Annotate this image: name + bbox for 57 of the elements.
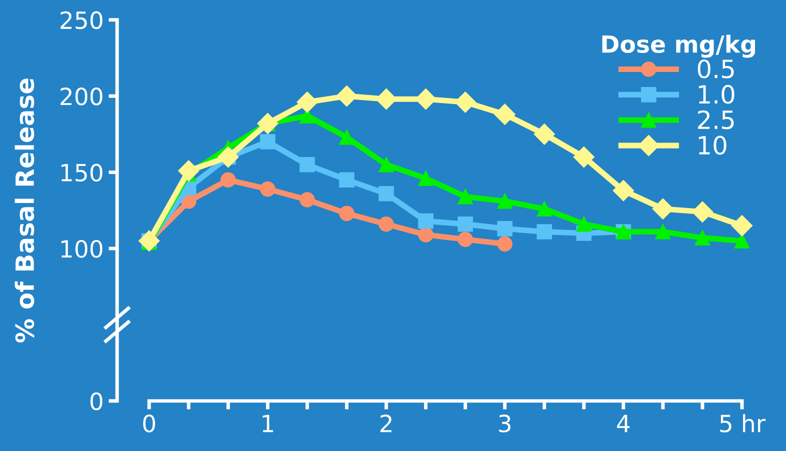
point xyxy=(378,186,394,202)
legend-label: 1.0 xyxy=(698,84,734,104)
point xyxy=(138,230,160,252)
point xyxy=(296,92,318,113)
point xyxy=(418,213,434,229)
legend-label: 2.5 xyxy=(698,110,734,130)
point xyxy=(339,130,354,145)
point xyxy=(218,146,239,168)
point xyxy=(497,236,512,252)
point xyxy=(339,206,354,222)
x-tick-label: 5 hr xyxy=(720,414,766,432)
x-tick-label: 4 xyxy=(617,414,630,432)
point xyxy=(534,124,555,145)
y-tick-label: 200 xyxy=(60,88,102,106)
point xyxy=(612,180,634,202)
point xyxy=(300,192,315,208)
point xyxy=(573,146,594,168)
legend-label: 10 xyxy=(698,136,726,155)
point xyxy=(652,198,674,220)
point xyxy=(731,215,752,236)
point xyxy=(494,104,516,125)
point xyxy=(336,86,358,107)
point xyxy=(458,232,473,247)
point xyxy=(300,157,315,172)
point xyxy=(655,224,671,240)
y-tick-label: 100 xyxy=(61,240,102,258)
point xyxy=(178,160,200,182)
point xyxy=(458,189,473,204)
point xyxy=(536,224,552,240)
point xyxy=(378,216,394,232)
y-tick-label: 150 xyxy=(61,164,102,182)
x-tick-label: 0 xyxy=(143,414,156,432)
x-tick-label: 3 xyxy=(499,414,510,432)
x-tick-label: 2 xyxy=(380,414,392,432)
point xyxy=(458,216,473,232)
y-tick-label: 0 xyxy=(90,392,102,410)
point xyxy=(497,221,512,236)
point xyxy=(694,230,710,246)
point xyxy=(576,216,592,232)
point xyxy=(734,233,750,249)
point xyxy=(536,201,552,217)
point xyxy=(339,172,354,188)
y-tick-label: 250 xyxy=(60,11,102,30)
point xyxy=(260,134,276,150)
point xyxy=(692,201,713,222)
legend-title: Dose mg/kg xyxy=(602,34,755,58)
point xyxy=(378,157,394,172)
point xyxy=(497,194,512,209)
point xyxy=(260,181,276,197)
point xyxy=(257,112,278,134)
legend-label: 0.5 xyxy=(698,59,734,78)
x-tick-label: 1 xyxy=(262,414,274,432)
point xyxy=(454,92,476,113)
point xyxy=(418,227,434,242)
point xyxy=(220,172,236,188)
y-axis-title: % of Basal Release xyxy=(14,78,34,343)
point xyxy=(418,170,434,186)
